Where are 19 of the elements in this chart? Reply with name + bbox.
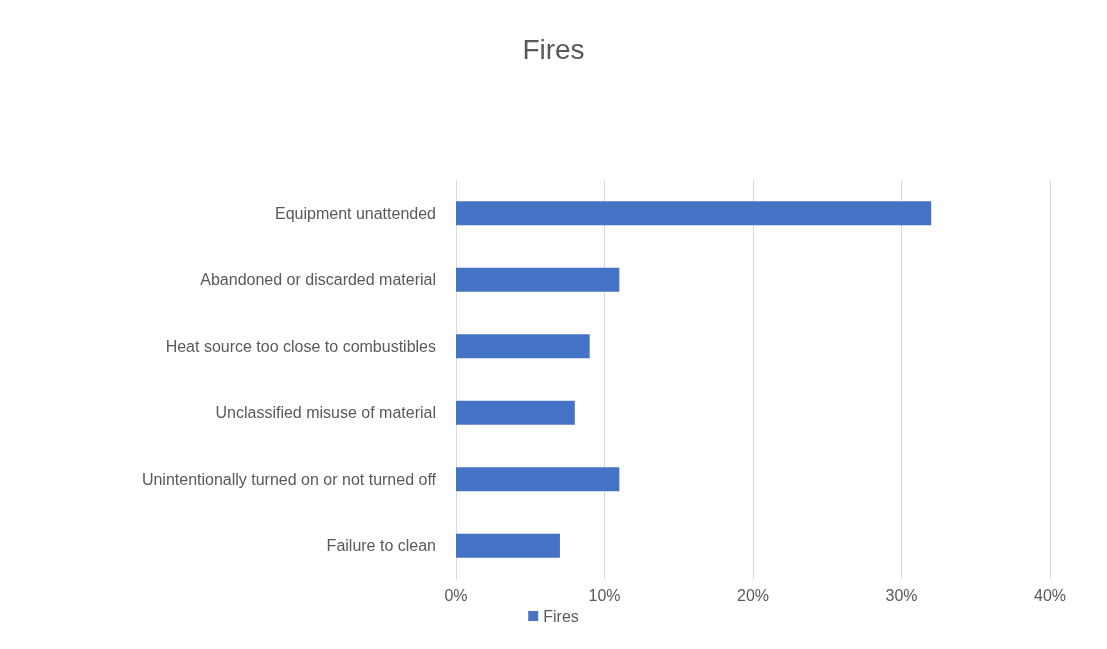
- bar: [456, 201, 932, 226]
- x-tick-label: 30%: [885, 586, 918, 604]
- y-tick-label: Unintentionally turned on or not turned off: [141, 470, 437, 488]
- y-tick-label: Unclassified misuse of material: [215, 404, 436, 422]
- x-tick-label: 20%: [736, 586, 770, 604]
- bar: [456, 533, 560, 558]
- bar: [456, 334, 590, 359]
- y-tick-label: Heat source too close to combustibles: [165, 337, 436, 355]
- y-tick-label: Equipment unattended: [274, 204, 436, 222]
- y-tick-label: Abandoned or discarded material: [200, 271, 436, 289]
- legend-label: Fires: [543, 607, 579, 625]
- x-tick-label: 10%: [588, 586, 621, 604]
- x-tick-label: 40%: [1033, 586, 1067, 604]
- chart-title: Fires: [522, 33, 585, 65]
- bar: [456, 267, 620, 292]
- x-tick-label: 0%: [444, 586, 468, 604]
- bar: [456, 400, 575, 425]
- y-tick-label: Failure to clean: [326, 537, 436, 555]
- bar: [456, 467, 620, 492]
